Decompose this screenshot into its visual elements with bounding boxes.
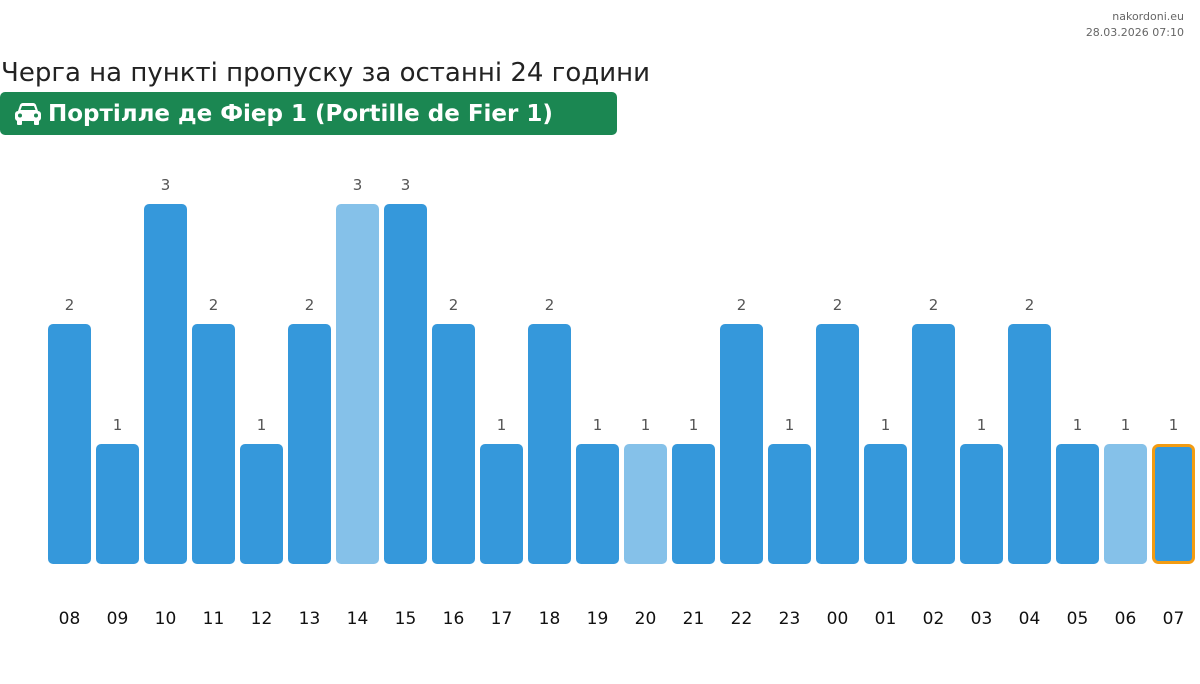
timestamp: 28.03.2026 07:10 [1085,26,1184,39]
hour-tick-label: 03 [971,609,993,629]
value-label: 3 [161,176,171,194]
site-name: nakordoni.eu [1112,10,1184,23]
hour-tick-label: 20 [635,609,657,629]
hour-tick-label: 05 [1067,609,1089,629]
bar[interactable] [1056,444,1099,564]
bar[interactable] [576,444,619,564]
value-label: 2 [545,296,555,314]
hour-tick-label: 23 [779,609,801,629]
value-label: 1 [497,416,507,434]
hour-tick-label: 15 [395,609,417,629]
value-label: 1 [593,416,603,434]
bar[interactable] [192,324,235,564]
bar[interactable] [768,444,811,564]
bar[interactable] [912,324,955,564]
hour-tick-label: 00 [827,609,849,629]
bar[interactable] [96,444,139,564]
hour-tick-label: 09 [107,609,129,629]
value-label: 1 [641,416,651,434]
bar[interactable] [384,204,427,564]
bar[interactable] [960,444,1003,564]
hour-tick-label: 14 [347,609,369,629]
brand-block: nakordoni.eu 28.03.2026 07:10 [1086,9,1184,41]
bar[interactable] [1008,324,1051,564]
bar[interactable] [672,444,715,564]
hour-tick-label: 21 [683,609,705,629]
value-label: 1 [257,416,267,434]
value-label: 2 [833,296,843,314]
bar[interactable] [864,444,907,564]
value-label: 1 [1169,416,1179,434]
hour-tick-label: 11 [203,609,225,629]
value-label: 2 [209,296,219,314]
hour-tick-label: 01 [875,609,897,629]
bar[interactable] [288,324,331,564]
hour-tick-label: 22 [731,609,753,629]
bar[interactable] [816,324,859,564]
value-label: 2 [449,296,459,314]
hour-tick-label: 12 [251,609,273,629]
bar[interactable] [432,324,475,564]
bar-current[interactable] [1152,444,1195,564]
hour-tick-label: 17 [491,609,513,629]
bar[interactable] [480,444,523,564]
hour-tick-label: 18 [539,609,561,629]
value-label: 2 [1025,296,1035,314]
value-label: 1 [785,416,795,434]
bar[interactable] [528,324,571,564]
car-icon [15,102,41,125]
value-label: 2 [737,296,747,314]
hour-tick-label: 08 [59,609,81,629]
hour-tick-label: 02 [923,609,945,629]
page-title: Черга на пункті пропуску за останні 24 г… [1,58,651,88]
bar[interactable] [720,324,763,564]
hour-tick-label: 06 [1115,609,1137,629]
value-label: 2 [65,296,75,314]
value-label: 2 [305,296,315,314]
value-label: 1 [977,416,987,434]
bar[interactable] [624,444,667,564]
value-label: 3 [401,176,411,194]
value-label: 1 [1073,416,1083,434]
hour-tick-label: 07 [1163,609,1185,629]
value-label: 1 [881,416,891,434]
value-label: 1 [113,416,123,434]
bar[interactable] [48,324,91,564]
bar[interactable] [1104,444,1147,564]
checkpoint-name: Портілле де Фіер 1 (Portille de Fier 1) [48,100,553,127]
hour-tick-label: 04 [1019,609,1041,629]
hour-tick-label: 13 [299,609,321,629]
bar[interactable] [144,204,187,564]
hour-tick-label: 19 [587,609,609,629]
value-label: 1 [1121,416,1131,434]
bar[interactable] [240,444,283,564]
value-label: 3 [353,176,363,194]
value-label: 1 [689,416,699,434]
hour-tick-label: 16 [443,609,465,629]
bar[interactable] [336,204,379,564]
hour-tick-label: 10 [155,609,177,629]
checkpoint-badge: Портілле де Фіер 1 (Portille de Fier 1) [0,92,617,135]
value-label: 2 [929,296,939,314]
